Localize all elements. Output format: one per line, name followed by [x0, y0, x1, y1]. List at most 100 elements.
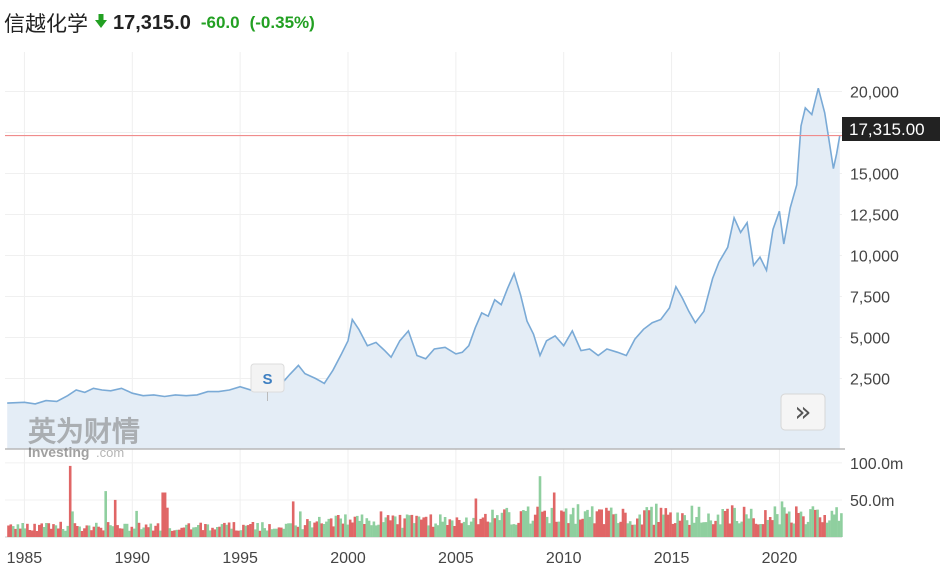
- volume-bar: [702, 522, 705, 537]
- volume-bar: [187, 523, 191, 537]
- split-marker[interactable]: S: [250, 363, 285, 401]
- scroll-forward-button[interactable]: »: [780, 393, 826, 431]
- volume-bar: [398, 514, 402, 537]
- volume-bar: [358, 520, 361, 537]
- volume-bar: [391, 515, 395, 537]
- volume-bar: [244, 525, 248, 537]
- volume-bar: [512, 524, 516, 537]
- volume-bar: [439, 514, 442, 537]
- volume-bar: [379, 511, 383, 537]
- volume-bar: [477, 524, 480, 537]
- year-tick-label: 1990: [114, 550, 150, 567]
- volume-bar: [526, 506, 530, 537]
- price-tick-label: 2,500: [850, 371, 890, 388]
- volume-bar: [832, 514, 836, 537]
- volume-bar: [818, 517, 822, 537]
- volume-bar: [9, 524, 13, 537]
- volume-bar: [144, 524, 148, 537]
- volume-bar: [320, 523, 323, 537]
- volume-bar: [294, 525, 297, 537]
- volume-bar: [624, 512, 627, 537]
- volume-bar: [372, 521, 376, 537]
- last-price: 17,315.0: [113, 11, 191, 34]
- volume-bar: [560, 510, 563, 537]
- volume-bar: [341, 523, 345, 537]
- watermark-brand-suffix: .com: [96, 445, 124, 460]
- volume-bar: [386, 515, 390, 537]
- volume-bar: [659, 507, 663, 537]
- volume-bar: [434, 523, 437, 537]
- price-change: -60.0: [200, 13, 240, 32]
- volume-bar: [617, 523, 620, 537]
- volume-bar: [759, 524, 762, 537]
- volume-bar: [151, 530, 155, 537]
- volume-bar: [87, 525, 91, 537]
- volume-bar: [261, 522, 264, 537]
- volume-bar: [688, 524, 691, 537]
- volume-bar: [643, 510, 646, 537]
- volume-bar: [474, 498, 478, 537]
- volume-bar: [251, 522, 255, 537]
- volume-bar: [337, 515, 340, 537]
- volume-bar: [768, 517, 772, 537]
- price-line: [7, 87, 841, 405]
- volume-bar: [66, 525, 70, 537]
- volume-bar: [104, 491, 107, 537]
- volume-bar: [657, 522, 660, 537]
- volume-bar: [555, 521, 558, 537]
- volume-bar: [73, 523, 77, 537]
- volume-bar: [216, 527, 219, 537]
- volume-bar: [787, 511, 791, 537]
- volume-bar: [666, 514, 670, 537]
- volume-bar: [332, 526, 335, 537]
- volume-bar: [185, 524, 188, 537]
- volume-bar: [220, 524, 224, 537]
- volume-bar: [199, 522, 202, 537]
- volume-bar: [738, 523, 741, 537]
- volume-bar: [135, 510, 138, 537]
- volume-bar: [325, 521, 328, 537]
- volume-bar: [175, 529, 179, 537]
- volume-bar: [140, 529, 143, 537]
- volume-bar: [339, 518, 342, 537]
- volume-bar: [809, 509, 812, 537]
- volume-bar: [567, 523, 570, 537]
- volume-bar: [669, 512, 672, 537]
- volume-bar: [458, 520, 461, 537]
- volume-bar: [291, 501, 295, 537]
- volume-bar: [571, 507, 575, 537]
- volume-bar: [638, 514, 641, 537]
- volume-bar: [118, 528, 122, 537]
- volume-bar: [431, 526, 435, 537]
- volume-bar: [365, 518, 369, 537]
- volume-bar: [825, 522, 829, 537]
- volume-bar: [26, 523, 29, 537]
- volume-bar: [479, 518, 482, 537]
- price-tick-label: 15,000: [850, 167, 899, 184]
- volume-bar: [524, 511, 528, 537]
- volume-bar: [59, 521, 62, 537]
- volume-bar: [424, 516, 428, 537]
- volume-bar: [472, 517, 475, 537]
- volume-bar: [310, 527, 314, 537]
- volume-bar: [795, 506, 798, 537]
- volume-bar: [258, 530, 262, 537]
- volume-bar: [676, 512, 679, 537]
- volume-bar: [517, 522, 520, 537]
- volume-bar: [828, 520, 831, 537]
- volume-bar: [23, 528, 27, 537]
- volume-bar: [453, 526, 456, 537]
- volume-bar: [550, 507, 554, 537]
- volume-bar: [446, 525, 449, 537]
- volume-bar: [375, 525, 378, 537]
- volume-bar: [505, 507, 509, 537]
- volume-bar: [235, 530, 238, 537]
- volume-bar: [363, 524, 366, 537]
- volume-bar: [636, 518, 639, 537]
- volume-bar: [7, 525, 10, 537]
- volume-bar: [182, 527, 186, 537]
- volume-bar: [166, 507, 169, 537]
- volume-bar: [576, 504, 580, 537]
- current-price-tag-label: 17,315.00: [849, 120, 925, 139]
